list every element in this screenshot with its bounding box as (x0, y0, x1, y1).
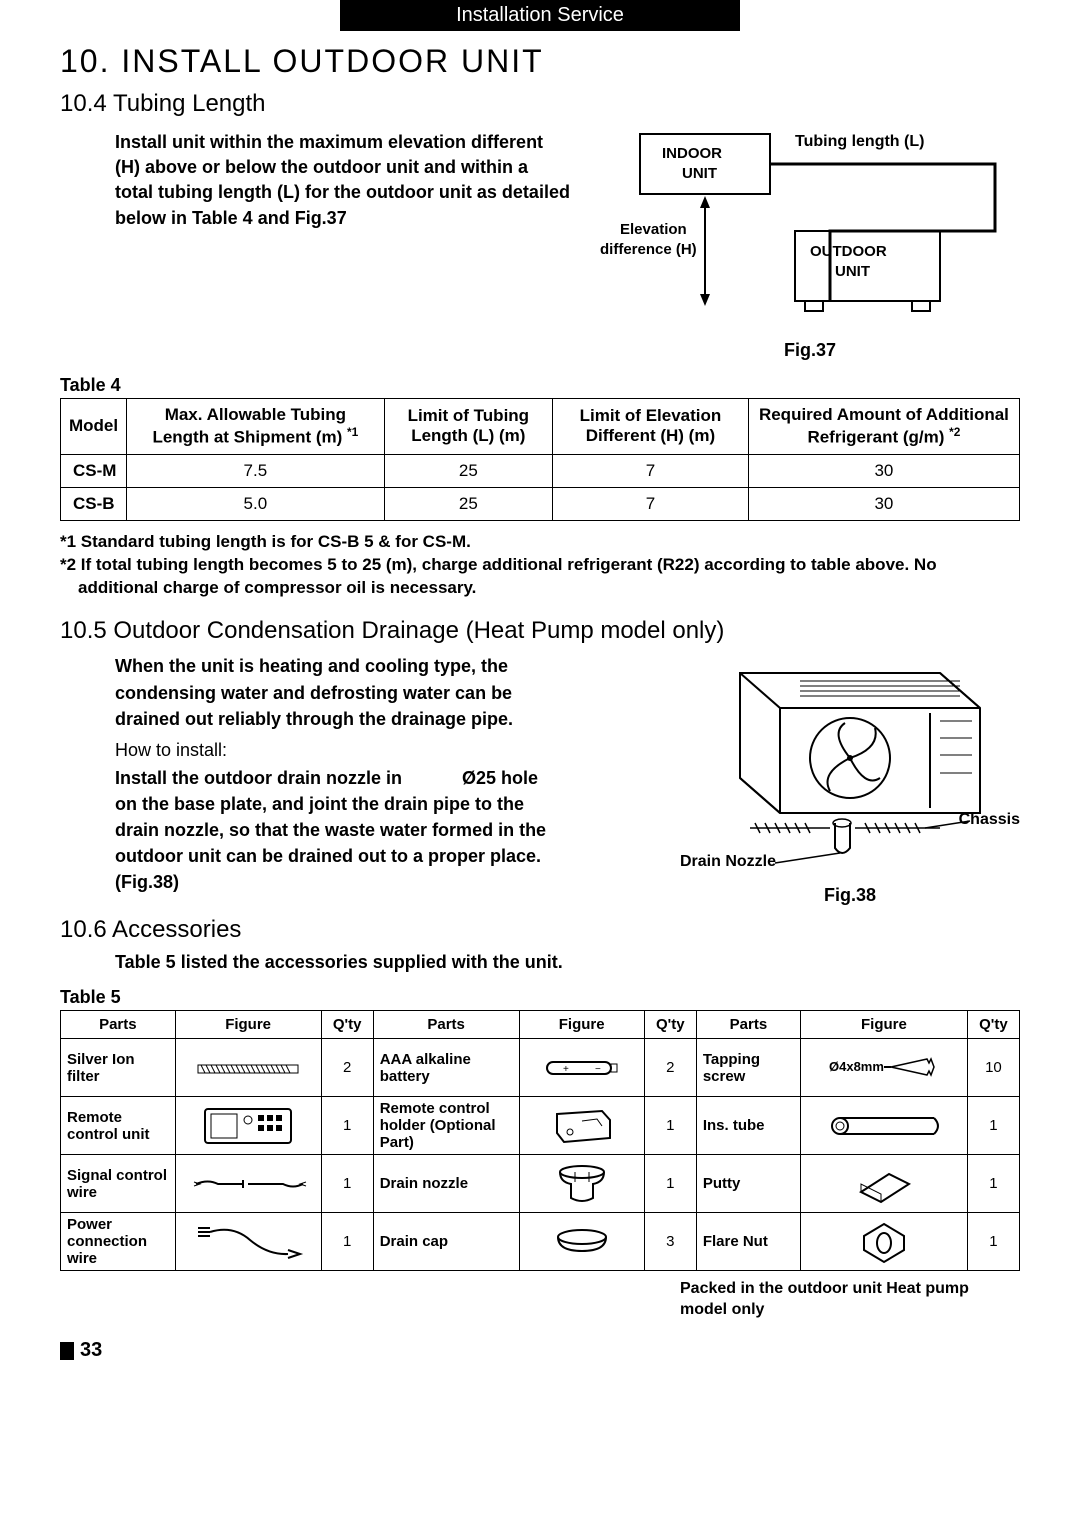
table5-cell: Signal control wire (61, 1155, 176, 1213)
table5-cell: 1 (967, 1155, 1019, 1213)
page-number: 33 (60, 1339, 1020, 1362)
svg-text:Tubing length (L): Tubing length (L) (795, 133, 924, 150)
table5-cell (519, 1155, 644, 1213)
svg-text:Ø4x8mm: Ø4x8mm (829, 1059, 884, 1074)
s105-p2: Install the outdoor drain nozzle in Ø25 … (115, 765, 565, 895)
table4-notes: *1 Standard tubing length is for CS-B 5 … (60, 531, 1020, 600)
table4-cell: 25 (384, 487, 552, 520)
table5-cell: 1 (644, 1097, 696, 1155)
table5-cell (519, 1213, 644, 1271)
table4-header: Limit of Tubing Length (L) (m) (384, 399, 552, 455)
table5-cell: 3 (644, 1213, 696, 1271)
table5-header: Figure (519, 1011, 644, 1039)
table5-cell: 1 (967, 1213, 1019, 1271)
table5-cell: Ins. tube (696, 1097, 800, 1155)
table5-header: Q'ty (967, 1011, 1019, 1039)
table5-cell (519, 1097, 644, 1155)
figure-38: Chassis Drain Nozzle Fig.38 (680, 653, 1020, 906)
how-to-install-label: How to install: (115, 740, 650, 761)
table4-cell: 25 (384, 454, 552, 487)
section-10-4-heading: 10.4 Tubing Length (60, 90, 1020, 118)
table5-cell (175, 1039, 321, 1097)
table5-cell: 2 (644, 1039, 696, 1097)
svg-text:UNIT: UNIT (835, 263, 870, 280)
table5-cell: Drain nozzle (373, 1155, 519, 1213)
table5-label: Table 5 (60, 987, 1020, 1008)
table4-cell: CS-M (61, 454, 127, 487)
table4-label: Table 4 (60, 375, 1020, 396)
table-4: ModelMax. Allowable Tubing Length at Shi… (60, 398, 1020, 521)
table5-header: Parts (373, 1011, 519, 1039)
section-10-5-heading: 10.5 Outdoor Condensation Drainage (Heat… (60, 617, 1020, 645)
section-10-4-body: Install unit within the maximum elevatio… (60, 126, 570, 361)
footer-note: Packed in the outdoor unit Heat pump mod… (680, 1279, 1020, 1321)
fig38-caption: Fig.38 (680, 885, 1020, 906)
s106-intro: Table 5 listed the accessories supplied … (115, 952, 1020, 973)
section-10-6-heading: 10.6 Accessories (60, 916, 1020, 944)
table5-header: Parts (696, 1011, 800, 1039)
table5-cell (801, 1097, 968, 1155)
table4-header: Limit of Elevation Different (H) (m) (553, 399, 749, 455)
table5-cell: 1 (321, 1213, 373, 1271)
table5-cell: Flare Nut (696, 1213, 800, 1271)
table5-cell (175, 1155, 321, 1213)
svg-text:INDOOR: INDOOR (662, 145, 722, 162)
svg-text:+: + (563, 1064, 569, 1075)
table5-cell: Tapping screw (696, 1039, 800, 1097)
table-5: PartsFigureQ'tyPartsFigureQ'tyPartsFigur… (60, 1010, 1020, 1271)
svg-text:difference (H): difference (H) (600, 241, 697, 258)
table4-cell: 30 (748, 454, 1019, 487)
table4-cell: 7 (553, 454, 749, 487)
fig38-chassis-label: Chassis (959, 811, 1020, 829)
table5-cell: Power connection wire (61, 1213, 176, 1271)
table5-header: Parts (61, 1011, 176, 1039)
table5-header: Figure (175, 1011, 321, 1039)
table4-cell: 7.5 (127, 454, 385, 487)
table4-cell: 7 (553, 487, 749, 520)
table5-header: Q'ty (644, 1011, 696, 1039)
table4-cell: CS-B (61, 487, 127, 520)
table5-cell: Remote control unit (61, 1097, 176, 1155)
table5-cell: Remote control holder (Optional Part) (373, 1097, 519, 1155)
table5-header: Q'ty (321, 1011, 373, 1039)
table5-cell (801, 1213, 968, 1271)
figure-37: INDOOR UNIT Tubing length (L) OUTDOOR UN… (600, 126, 1020, 361)
table5-header: Figure (801, 1011, 968, 1039)
svg-text:UNIT: UNIT (682, 165, 717, 182)
table4-cell: 5.0 (127, 487, 385, 520)
table5-cell: +− (519, 1039, 644, 1097)
table5-cell (801, 1155, 968, 1213)
table4-cell: 30 (748, 487, 1019, 520)
table4-header: Model (61, 399, 127, 455)
table4-header: Required Amount of Additional Refrigeran… (748, 399, 1019, 455)
table4-header: Max. Allowable Tubing Length at Shipment… (127, 399, 385, 455)
svg-text:OUTDOOR: OUTDOOR (810, 243, 887, 260)
svg-text:−: − (595, 1064, 601, 1075)
page-title: 10. INSTALL OUTDOOR UNIT (60, 43, 1020, 80)
table5-cell: AAA alkaline battery (373, 1039, 519, 1097)
table5-cell: Ø4x8mm (801, 1039, 968, 1097)
fig37-caption: Fig.37 (600, 340, 1020, 361)
table5-cell: Silver Ion filter (61, 1039, 176, 1097)
table5-cell: Drain cap (373, 1213, 519, 1271)
table5-cell (175, 1213, 321, 1271)
table5-cell (175, 1097, 321, 1155)
fig38-drain-label: Drain Nozzle (680, 853, 776, 871)
header-bar: Installation Service (340, 0, 740, 31)
table5-cell: 1 (644, 1155, 696, 1213)
table5-cell: 1 (967, 1097, 1019, 1155)
table5-cell: 10 (967, 1039, 1019, 1097)
table5-cell: 2 (321, 1039, 373, 1097)
svg-text:Elevation: Elevation (620, 221, 687, 238)
table5-cell: Putty (696, 1155, 800, 1213)
s105-p1: When the unit is heating and cooling typ… (115, 653, 535, 731)
table5-cell: 1 (321, 1097, 373, 1155)
table5-cell: 1 (321, 1155, 373, 1213)
